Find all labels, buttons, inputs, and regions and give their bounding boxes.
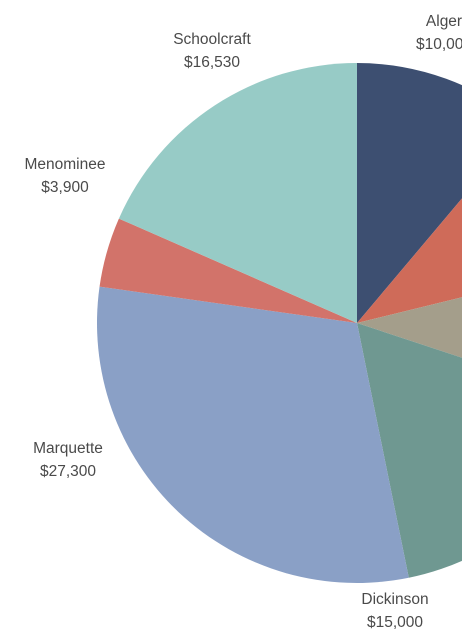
label-marquette-value: $27,300 bbox=[39, 463, 97, 480]
label-dickinson: Dickinson $15,000 bbox=[335, 588, 455, 634]
pie-slice-schoolcraft bbox=[118, 63, 358, 323]
label-alger-value: $10,000 bbox=[415, 36, 462, 53]
pie-slice-alger bbox=[357, 63, 462, 323]
label-marquette-name: Marquette bbox=[33, 440, 103, 457]
pie-slice-menominee bbox=[99, 218, 358, 323]
label-dickinson-value: $15,000 bbox=[366, 614, 424, 631]
pie-slice-marquette bbox=[97, 286, 409, 583]
label-schoolcraft-name: Schoolcraft bbox=[173, 31, 251, 48]
label-schoolcraft-value: $16,530 bbox=[183, 54, 241, 71]
label-schoolcraft: Schoolcraft $16,530 bbox=[152, 28, 272, 74]
label-menominee-name: Menominee bbox=[24, 156, 106, 173]
label-alger: Alger $10,000 bbox=[384, 10, 462, 56]
pie-slice-unnamed-tan bbox=[357, 297, 462, 358]
label-menominee: Menominee $3,900 bbox=[5, 153, 125, 199]
label-dickinson-name: Dickinson bbox=[361, 591, 429, 608]
label-menominee-value: $3,900 bbox=[41, 179, 89, 196]
label-marquette: Marquette $27,300 bbox=[8, 437, 128, 483]
label-alger-name: Alger bbox=[425, 13, 462, 30]
pie-slice-dickinson bbox=[357, 323, 462, 578]
pie-slice-unnamed-red bbox=[357, 198, 462, 323]
